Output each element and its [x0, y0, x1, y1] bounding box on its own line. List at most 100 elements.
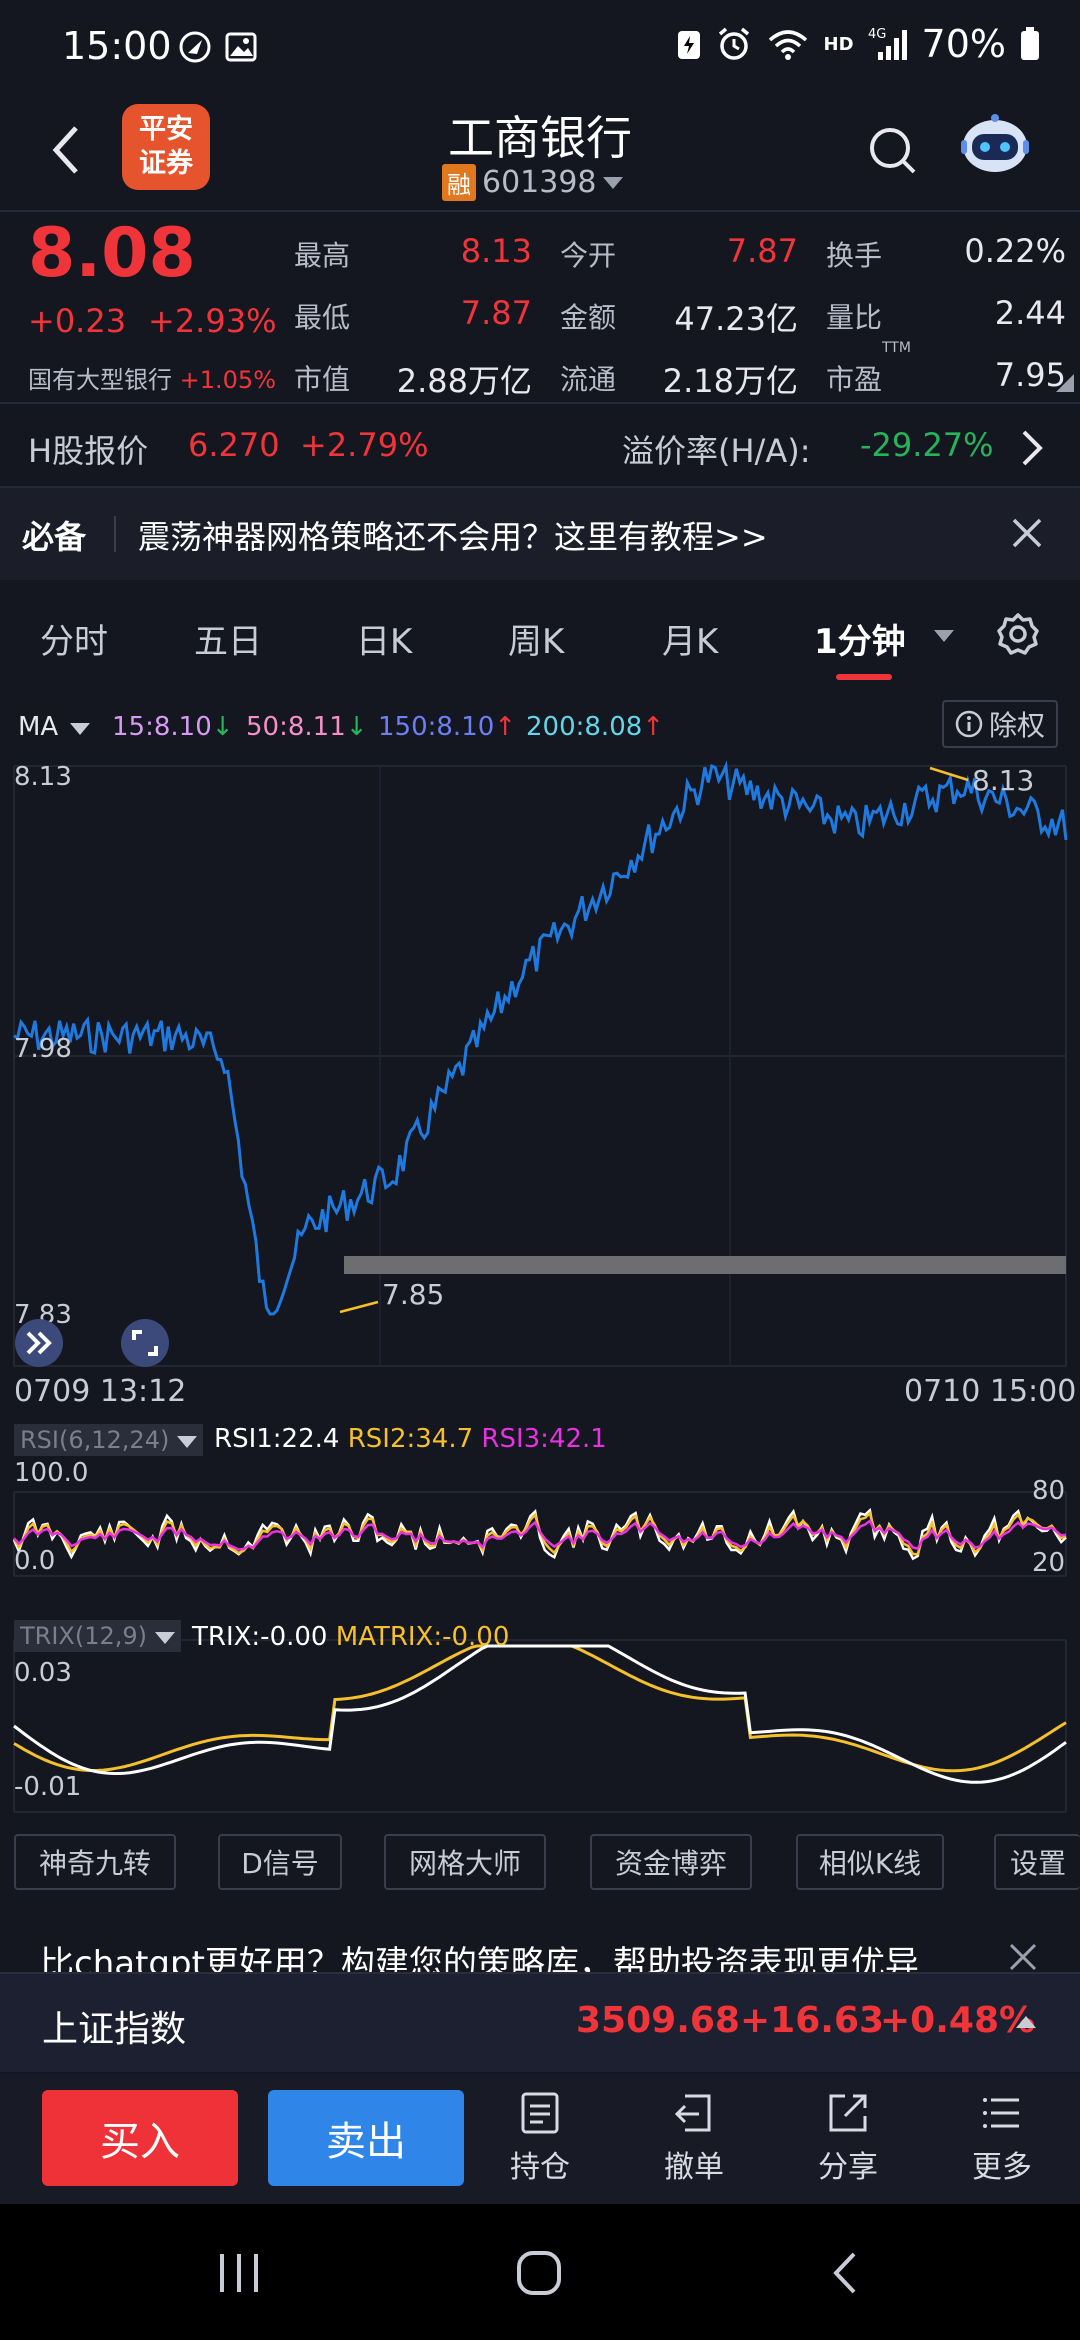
ad-text: 比chatgpt更好用？构建您的策略库，帮助投资表现更优异 [40, 1944, 919, 1972]
volume-ratio-value: 2.44 [994, 294, 1066, 332]
stock-code-selector[interactable]: 融 601398 [442, 164, 623, 201]
rsi-level-20: 20 [1032, 1548, 1066, 1578]
rsi-selector[interactable]: RSI(6,12,24) [14, 1424, 203, 1456]
close-icon[interactable] [1008, 1942, 1038, 1972]
open-value: 7.87 [726, 232, 798, 270]
h-share-row[interactable]: H股报价 6.270 +2.79% 溢价率(H/A): -29.27% [0, 404, 1080, 488]
tool-similar-k[interactable]: 相似K线 [796, 1834, 944, 1890]
holdings-button[interactable]: 持仓 [480, 2090, 600, 2200]
notice-text: 震荡神器网格策略还不会用？这里有教程>> [138, 518, 768, 556]
reference-bar [344, 1256, 1066, 1274]
home-icon[interactable] [514, 2250, 564, 2296]
signal-icon: 4G [868, 27, 907, 60]
pe-ttm-sup: TTM [882, 340, 911, 356]
sell-button[interactable]: 卖出 [268, 2090, 464, 2186]
share-button[interactable]: 分享 [788, 2090, 908, 2200]
trix-selector[interactable]: TRIX(12,9) [14, 1620, 181, 1652]
battery-percent: 70% [921, 22, 1006, 66]
rsi-level-80: 80 [1032, 1476, 1066, 1506]
broker-logo[interactable]: 平安 证券 [122, 104, 210, 190]
tab-daily-k[interactable]: 日K [356, 622, 413, 662]
cancel-order-button[interactable]: 撤单 [634, 2090, 754, 2200]
y-axis-mid: 7.98 [14, 1034, 72, 1064]
back-icon[interactable] [826, 2250, 866, 2296]
index-change: +16.63 [740, 2000, 885, 2041]
tab-monthly-k[interactable]: 月K [662, 622, 719, 662]
index-change-pct: +0.48% [880, 2000, 1036, 2041]
status-time: 15:00 [62, 24, 172, 68]
ex-rights-toggle[interactable]: 除权 [942, 700, 1058, 748]
notice-divider [114, 516, 116, 552]
buy-button[interactable]: 买入 [42, 2090, 238, 2186]
y-axis-top: 8.13 [14, 762, 72, 792]
chevron-down-icon[interactable] [934, 630, 954, 642]
tab-five-day[interactable]: 五日 [194, 622, 262, 662]
search-icon[interactable] [866, 124, 918, 176]
matrix-line [13, 1644, 1067, 1773]
battery-saver-icon [677, 31, 700, 59]
menu-icon [983, 2098, 1019, 2128]
low-value: 7.87 [460, 294, 532, 332]
stock-code: 601398 [482, 165, 597, 200]
expand-up-icon[interactable] [1016, 2016, 1036, 2028]
rsi-axis-top: 100.0 [14, 1458, 89, 1488]
high-value: 8.13 [460, 232, 532, 270]
open-label: 今开 [560, 239, 617, 272]
rsi-axis-bottom: 0.0 [14, 1546, 56, 1576]
gear-icon[interactable] [996, 612, 1040, 656]
navigation-icon [179, 31, 211, 63]
chart-area[interactable]: 8.13 7.98 7.83 8.13 7.85 0709 13:12 0710… [0, 756, 1080, 1816]
margin-tag: 融 [442, 164, 476, 201]
sector-info[interactable]: 国有大型银行 +1.05% [28, 366, 276, 394]
h-share-price: 6.270 [188, 426, 280, 464]
wifi-icon [768, 30, 807, 60]
ad-banner[interactable]: 比chatgpt更好用？构建您的策略库，帮助投资表现更优异 [0, 1912, 1080, 1972]
price-chart-svg [12, 760, 1068, 1813]
stock-header: 平安 证券 工商银行 融 601398 [0, 100, 1080, 212]
ma150-value: 150:8.10↑ [378, 712, 517, 742]
tool-settings[interactable]: 设置 [994, 1834, 1080, 1890]
fullscreen-icon[interactable] [120, 1318, 170, 1368]
quote-panel: 8.08 +0.23 +2.93% 国有大型银行 +1.05% 最高 8.13 … [0, 214, 1080, 404]
rsi3-line [13, 1518, 1067, 1551]
trix-values: TRIX:-0.00 MATRIX:-0.00 [192, 1622, 510, 1652]
share-icon [829, 2094, 867, 2132]
tool-d-signal[interactable]: D信号 [218, 1834, 342, 1890]
holdings-icon [521, 2092, 559, 2134]
status-bar: 15:00 HD 4G 70% [0, 0, 1080, 100]
ma-selector[interactable]: MA [18, 712, 91, 742]
premium-value: -29.27% [860, 426, 994, 464]
gallery-icon [225, 32, 257, 62]
price-change: +0.23 [28, 302, 127, 340]
ma50-value: 50:8.11↓ [246, 712, 368, 742]
index-ticker[interactable]: 上证指数 3509.68 +16.63 +0.48% [0, 1972, 1080, 2072]
tool-grid-master[interactable]: 网格大师 [384, 1834, 546, 1890]
h-share-label: H股报价 [28, 432, 149, 470]
amount-value: 47.23亿 [674, 300, 798, 338]
close-icon[interactable] [1010, 516, 1044, 550]
turnover-value: 0.22% [964, 232, 1066, 270]
more-button[interactable]: 更多 [942, 2090, 1062, 2200]
last-price: 8.08 [28, 214, 196, 293]
chevron-right-icon [1022, 430, 1043, 466]
low-label: 最低 [294, 301, 351, 334]
x-axis-start: 0709 13:12 [14, 1374, 187, 1409]
tab-intraday[interactable]: 分时 [40, 622, 108, 662]
tab-one-minute[interactable]: 1分钟 [814, 622, 906, 662]
back-arrow-icon[interactable] [44, 120, 88, 180]
tool-buttons: 神奇九转 D信号 网格大师 资金博弈 相似K线 设置 [0, 1834, 1080, 1894]
tab-weekly-k[interactable]: 周K [508, 622, 565, 662]
ma200-value: 200:8.08↑ [526, 712, 665, 742]
float-cap-label: 流通 [560, 363, 617, 396]
recent-apps-icon[interactable] [214, 2250, 264, 2296]
tool-magic-nine[interactable]: 神奇九转 [14, 1834, 176, 1890]
volume-ratio-label: 量比 [826, 301, 883, 334]
expand-corner-icon[interactable] [1056, 374, 1074, 392]
fast-forward-icon[interactable] [14, 1318, 64, 1368]
stock-name: 工商银行 [448, 111, 632, 165]
index-name: 上证指数 [42, 2009, 187, 2050]
tool-fund-game[interactable]: 资金博弈 [590, 1834, 752, 1890]
x-axis-end: 0710 15:00 [904, 1374, 1077, 1409]
ai-assistant-icon[interactable] [958, 112, 1032, 174]
notice-banner[interactable]: 必备 震荡神器网格策略还不会用？这里有教程>> [0, 488, 1080, 580]
